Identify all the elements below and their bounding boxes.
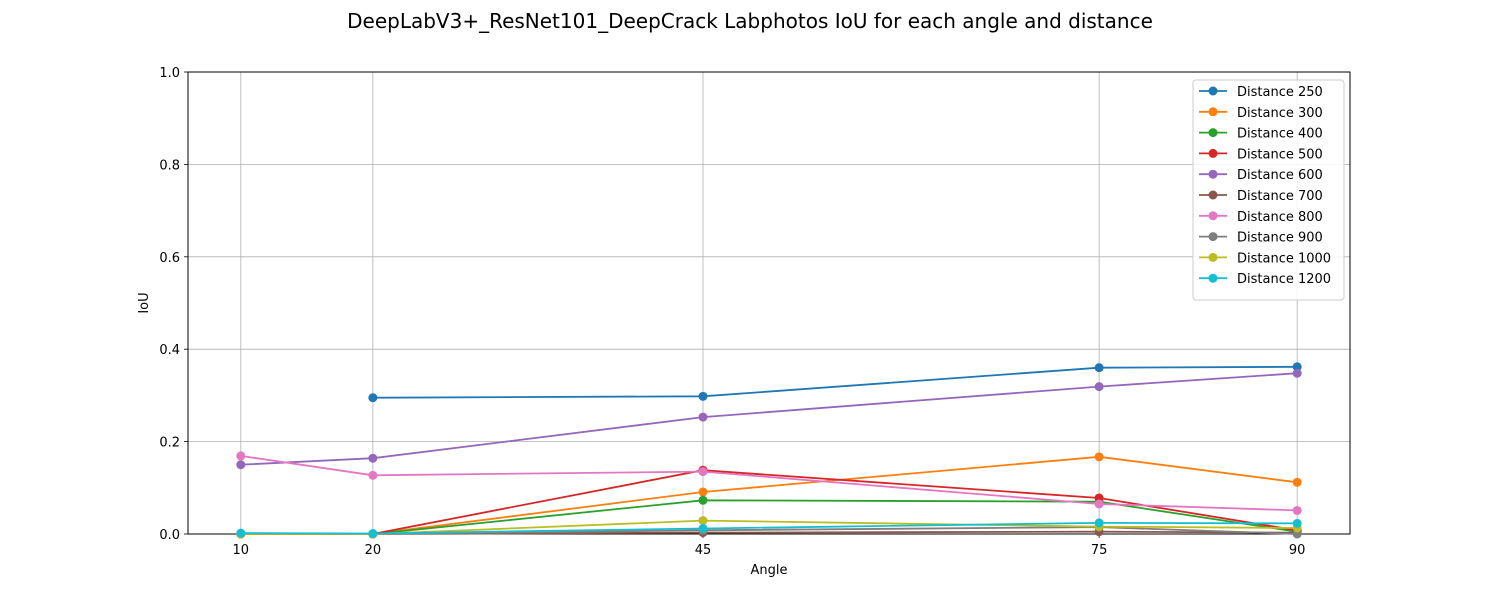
legend-item: Distance 600 xyxy=(1199,168,1323,183)
data-point xyxy=(1094,382,1104,392)
legend-swatch-marker xyxy=(1208,169,1218,179)
y-axis-ticks: 0.0 0.2 0.4 0.6 0.8 1.0 xyxy=(159,66,188,543)
legend-item: Distance 900 xyxy=(1199,231,1323,246)
series-line xyxy=(240,455,1298,512)
y-tick-label: 0.6 xyxy=(159,251,180,266)
legend-swatch-marker xyxy=(1208,86,1218,96)
data-point xyxy=(698,412,708,422)
legend-label: Distance 1000 xyxy=(1237,251,1331,266)
legend-item: Distance 700 xyxy=(1199,189,1323,204)
data-point xyxy=(1094,518,1104,528)
data-point xyxy=(698,467,708,477)
data-point xyxy=(698,523,708,533)
series-line xyxy=(240,469,1298,535)
series-distance-300 xyxy=(236,452,1302,539)
data-point xyxy=(1292,477,1302,487)
data-point xyxy=(368,470,378,480)
legend-label: Distance 500 xyxy=(1237,147,1323,162)
legend-label: Distance 1200 xyxy=(1237,272,1331,287)
data-point xyxy=(698,516,708,526)
legend-label: Distance 400 xyxy=(1237,127,1323,142)
legend-label: Distance 300 xyxy=(1237,106,1323,121)
data-point xyxy=(1292,518,1302,528)
data-point xyxy=(1292,505,1302,515)
data-point xyxy=(236,451,246,461)
legend-item: Distance 300 xyxy=(1199,106,1323,121)
legend-label: Distance 800 xyxy=(1237,210,1323,225)
legend-swatch-marker xyxy=(1208,107,1218,117)
data-point xyxy=(698,495,708,505)
legend-item: Distance 1200 xyxy=(1199,272,1331,287)
legend-label: Distance 250 xyxy=(1237,85,1323,100)
grid xyxy=(188,71,1350,535)
legend-swatch-marker xyxy=(1208,190,1218,200)
data-point xyxy=(698,487,708,497)
legend-label: Distance 900 xyxy=(1237,231,1323,246)
series-line xyxy=(240,372,1298,466)
legend-item: Distance 800 xyxy=(1199,210,1323,225)
legend: Distance 250 Distance 300 Distance 400 Dist… xyxy=(1192,79,1345,301)
legend-label: Distance 700 xyxy=(1237,189,1323,204)
series-line xyxy=(372,365,1298,399)
plot-area xyxy=(187,71,1351,535)
legend-item: Distance 500 xyxy=(1199,147,1323,162)
data-point xyxy=(368,453,378,463)
y-tick-label: 0.0 xyxy=(159,528,180,543)
x-tick-label: 10 xyxy=(233,543,250,558)
legend-item: Distance 400 xyxy=(1199,127,1323,142)
data-point xyxy=(698,391,708,401)
legend-swatch-marker xyxy=(1208,128,1218,138)
series-distance-800 xyxy=(236,451,1302,515)
y-tick-label: 0.8 xyxy=(159,158,180,173)
legend-item: Distance 1000 xyxy=(1199,251,1331,266)
x-tick-label: 75 xyxy=(1091,543,1108,558)
data-point xyxy=(368,529,378,539)
series-distance-250 xyxy=(368,362,1302,403)
legend-swatch-marker xyxy=(1208,252,1218,262)
y-tick-label: 0.4 xyxy=(159,343,180,358)
data-point xyxy=(236,528,246,538)
x-tick-label: 90 xyxy=(1289,543,1306,558)
y-tick-label: 0.2 xyxy=(159,436,180,451)
data-point xyxy=(368,393,378,403)
data-point xyxy=(236,460,246,470)
x-tick-label: 45 xyxy=(695,543,712,558)
x-axis-ticks: 10 20 45 75 90 xyxy=(233,534,1306,558)
data-point xyxy=(1292,368,1302,378)
series-distance-1200 xyxy=(236,518,1302,539)
legend-box xyxy=(1192,79,1345,301)
legend-item: Distance 250 xyxy=(1199,85,1323,100)
y-tick-label: 1.0 xyxy=(159,66,180,81)
y-axis-label: IoU xyxy=(137,292,152,313)
legend-swatch-marker xyxy=(1208,273,1218,283)
series-distance-600 xyxy=(236,368,1302,470)
legend-swatch-marker xyxy=(1208,232,1218,242)
data-point xyxy=(1094,363,1104,373)
legend-swatch-marker xyxy=(1208,211,1218,221)
x-axis-label: Angle xyxy=(751,563,788,578)
series-lines xyxy=(236,362,1302,539)
chart-title: DeepLabV3+_ResNet101_DeepCrack Labphotos… xyxy=(347,9,1153,33)
legend-label: Distance 600 xyxy=(1237,168,1323,183)
legend-swatch-marker xyxy=(1208,148,1218,158)
data-point xyxy=(1292,362,1302,372)
data-point xyxy=(1094,452,1104,462)
x-tick-label: 20 xyxy=(365,543,382,558)
data-point xyxy=(1094,499,1104,509)
